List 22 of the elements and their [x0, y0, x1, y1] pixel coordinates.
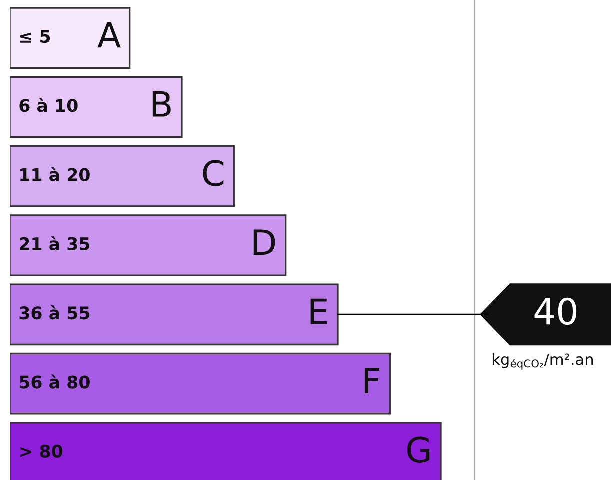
annotation: 36 à 55	[20, 306, 90, 320]
annotation: 40	[534, 298, 577, 326]
bar	[10, 284, 339, 346]
y-tick-label: A	[98, 22, 121, 48]
y-tick-label: G	[407, 436, 430, 464]
y-tick-label: C	[203, 160, 224, 186]
annotation: 21 à 35	[20, 236, 90, 251]
annotation: 56 à 80	[20, 374, 90, 389]
y-tick-label: D	[254, 230, 276, 256]
y-tick-label: E	[310, 298, 328, 324]
annotation: ≤ 5	[20, 30, 50, 44]
y-tick-label: B	[152, 91, 171, 117]
bar	[10, 214, 287, 276]
bar	[10, 145, 235, 208]
text: kg$_{éqCO₂}$/m².an	[492, 353, 593, 370]
bar	[10, 352, 391, 415]
annotation: > 80	[20, 444, 63, 458]
annotation: 11 à 20	[20, 167, 90, 182]
bar	[10, 76, 183, 138]
bar	[10, 7, 131, 69]
annotation: 6 à 10	[20, 98, 78, 112]
y-tick-label: F	[364, 368, 380, 394]
